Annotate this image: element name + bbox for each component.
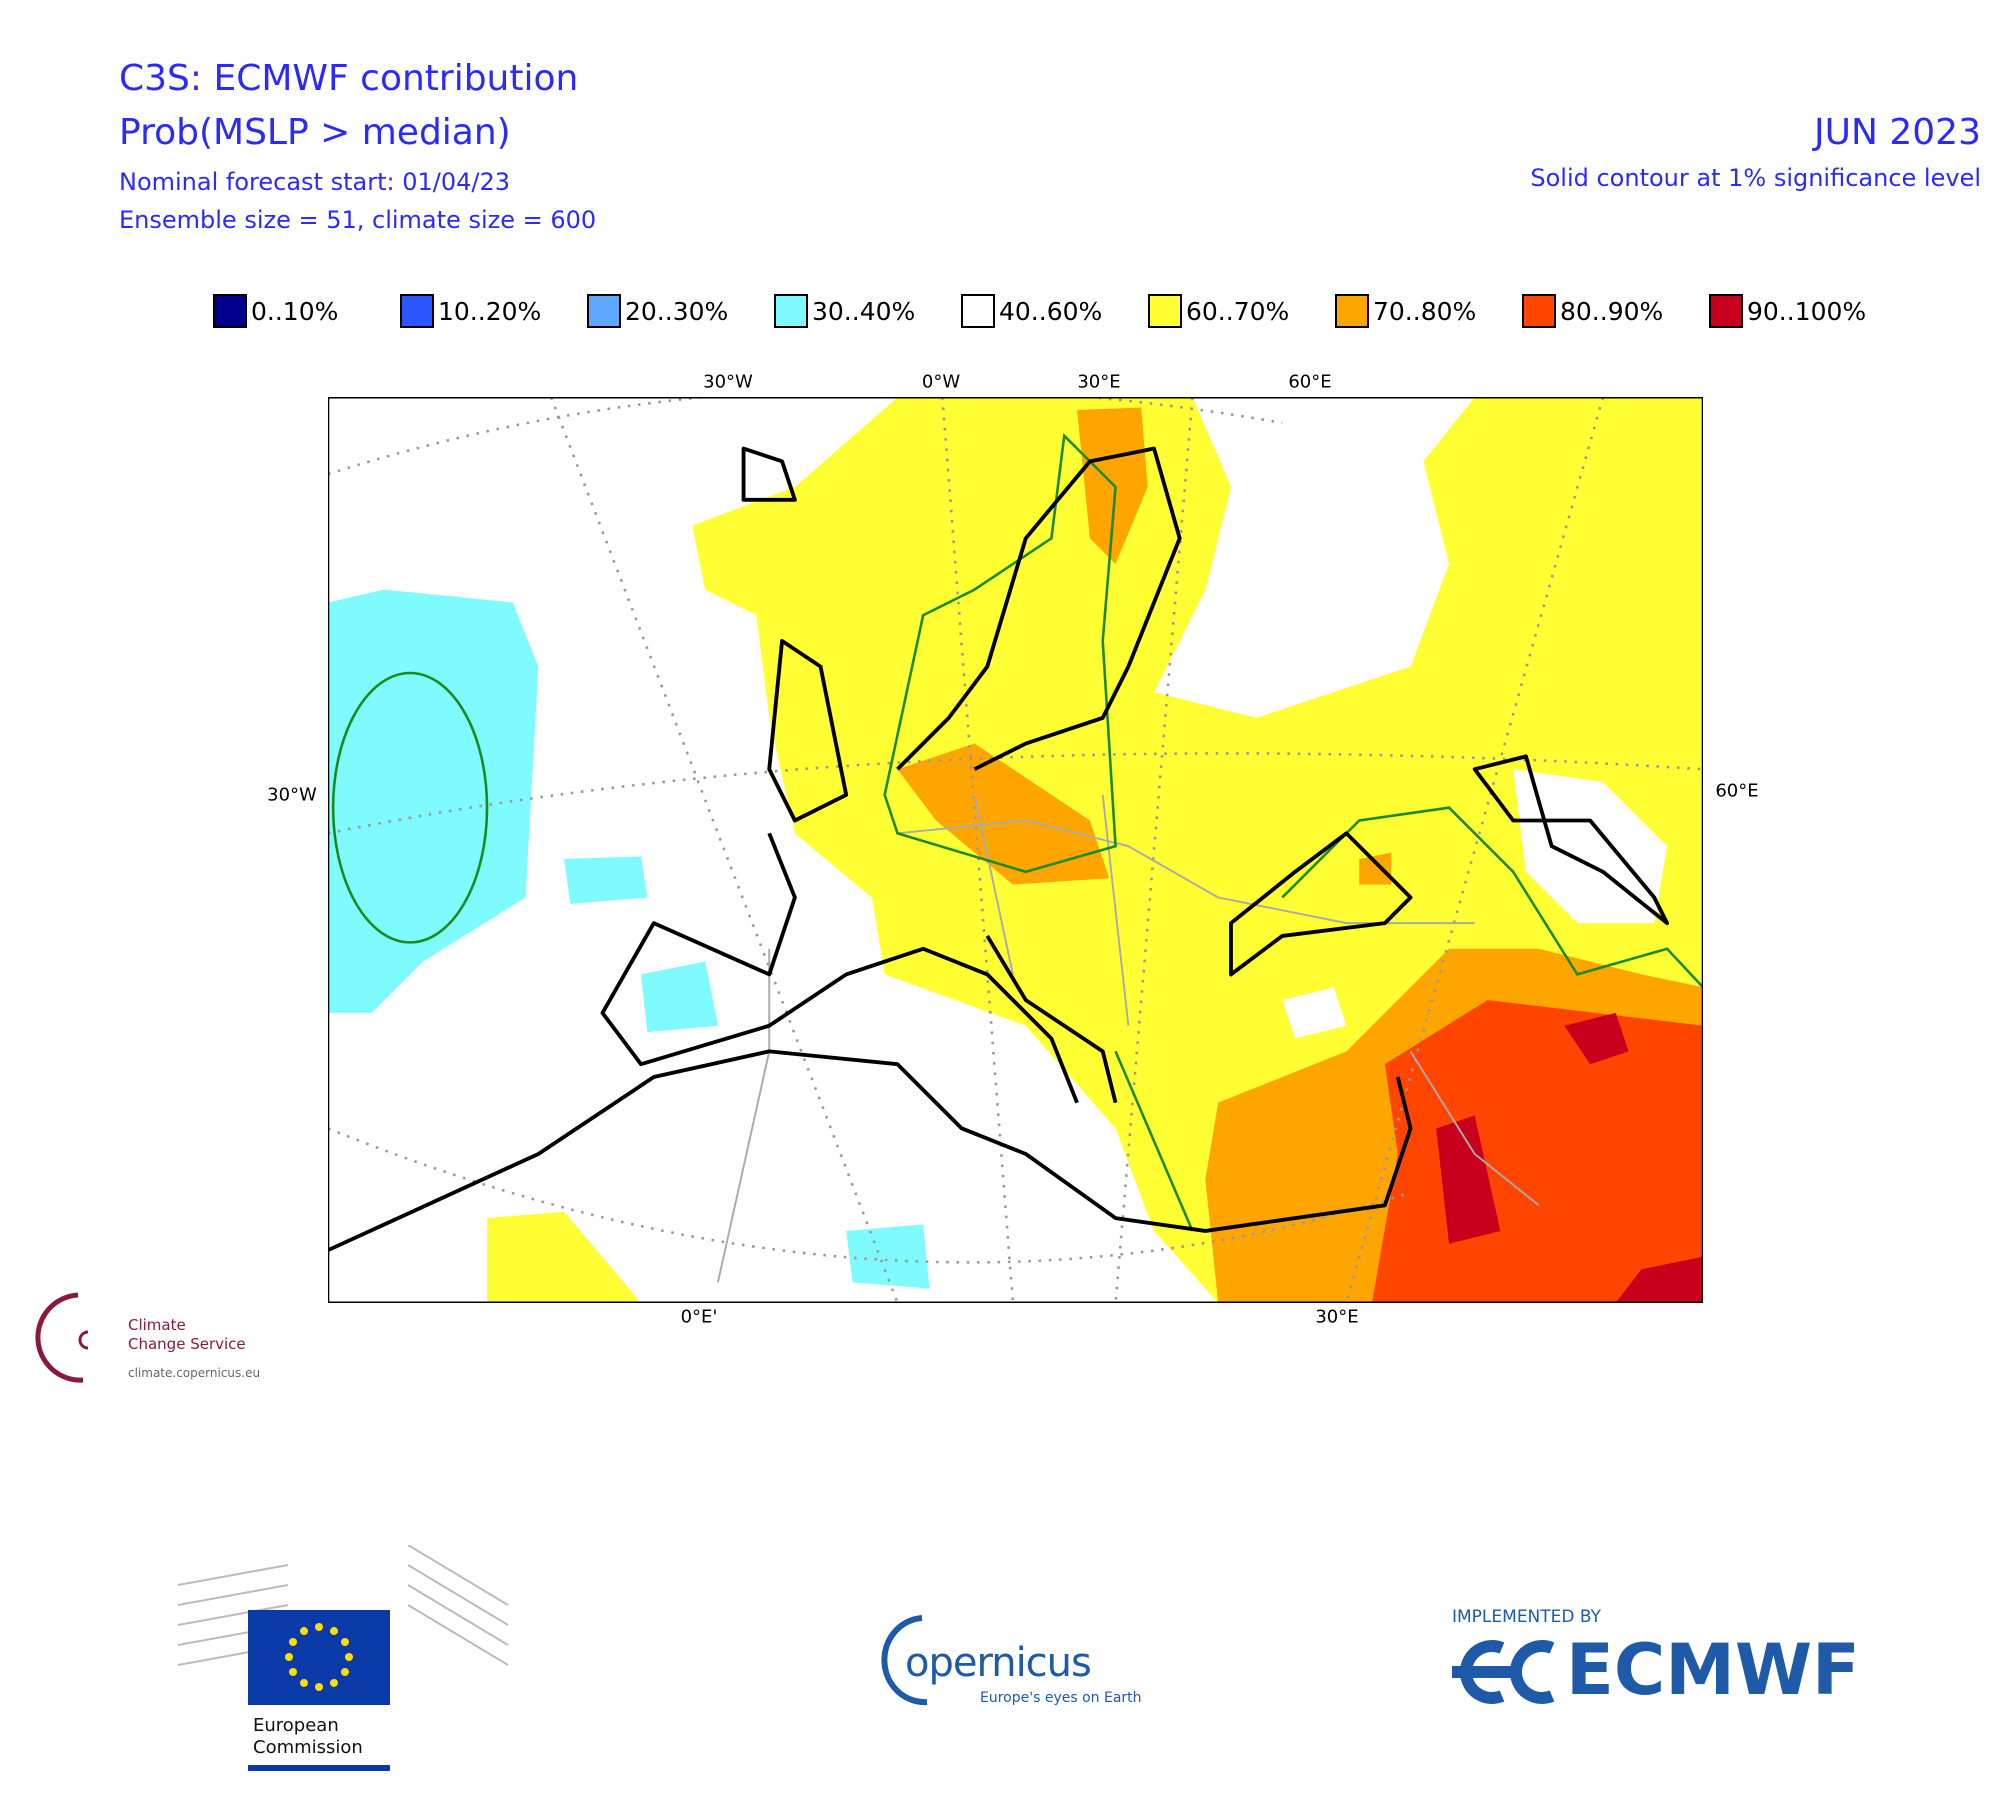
lon-label: 60°E (1288, 371, 1332, 393)
ec-line: European (253, 1715, 339, 1736)
c3s-text: Change Service (128, 1335, 246, 1353)
legend-swatch (400, 294, 434, 328)
copernicus-tagline: Europe's eyes on Earth (980, 1690, 1142, 1706)
ec-logo (178, 1545, 509, 1771)
legend-item: 0..10% (213, 294, 400, 328)
legend-swatch (587, 294, 621, 328)
legend-label: 20..30% (625, 296, 729, 326)
lon-label: 0°W (921, 371, 961, 393)
legend-label: 90..100% (1747, 296, 1867, 326)
eu-star (340, 1638, 349, 1646)
legend-label: 30..40% (812, 296, 916, 326)
copernicus-mark (881, 1615, 928, 1706)
legend-label: 60..70% (1186, 296, 1290, 326)
c3s-logo-mark (35, 1292, 88, 1383)
c3s-logo: Climate Change Service climate.copernicus.… (128, 1316, 260, 1383)
ec-line: Commission (253, 1737, 363, 1758)
legend-item: 70..80% (1335, 294, 1522, 328)
legend-swatch (961, 294, 995, 328)
lon-label: 30°E (1077, 371, 1121, 393)
eu-star (315, 1683, 323, 1691)
subtitle: Prob(MSLP > median) (119, 112, 511, 153)
lon-label: 0°E' (680, 1306, 718, 1328)
legend-item: 10..20% (400, 294, 587, 328)
sizes: Ensemble size = 51, climate size = 600 (119, 206, 597, 234)
c3s-url: climate.copernicus.eu (128, 1366, 261, 1380)
ecmwf-mark (1452, 1640, 1555, 1704)
ec-text: European Commission (253, 1715, 363, 1759)
map (328, 397, 1703, 1303)
significance: Solid contour at 1% significance level (1530, 164, 1981, 192)
legend-item: 20..30% (587, 294, 774, 328)
legend-swatch (774, 294, 808, 328)
c3s-text: Climate (128, 1316, 186, 1334)
legend-swatch (213, 294, 247, 328)
legend-swatch (1148, 294, 1182, 328)
legend-item: 60..70% (1148, 294, 1335, 328)
legend-item: 90..100% (1709, 294, 1896, 328)
copernicus-text: opernicus (905, 1640, 1092, 1686)
legend: 0..10% 10..20% 20..30% 30..40% 40..60% 60..70… (213, 294, 1896, 328)
eu-star (315, 1623, 323, 1631)
legend-swatch (1335, 294, 1369, 328)
legend-swatch (1522, 294, 1556, 328)
legend-label: 0..10% (251, 296, 339, 326)
eu-star (345, 1653, 353, 1661)
implemented-by: IMPLEMENTED BY (1452, 1607, 1602, 1627)
forecast-start: Nominal forecast start: 01/04/23 (119, 168, 510, 196)
lat-label: 60°E (1715, 780, 1759, 802)
lon-label: 30°E (1315, 1306, 1359, 1328)
eu-star (330, 1678, 338, 1687)
ecmwf-text: ECMWF (1566, 1629, 1860, 1711)
lat-label: 30°W (267, 784, 317, 806)
legend-item: 40..60% (961, 294, 1148, 328)
legend-label: 10..20% (438, 296, 542, 326)
eu-star (285, 1653, 293, 1661)
month: JUN 2023 (1814, 112, 1981, 153)
legend-label: 40..60% (999, 296, 1103, 326)
title: C3S: ECMWF contribution (119, 58, 579, 99)
eu-star (289, 1668, 298, 1676)
legend-swatch (1709, 294, 1743, 328)
legend-label: 70..80% (1373, 296, 1477, 326)
eu-star (300, 1678, 308, 1687)
legend-item: 30..40% (774, 294, 961, 328)
legend-item: 80..90% (1522, 294, 1709, 328)
eu-star (340, 1668, 349, 1676)
eu-star (289, 1638, 298, 1646)
eu-star (330, 1627, 338, 1636)
eu-star (300, 1627, 308, 1636)
lon-label: 30°W (703, 371, 753, 393)
legend-label: 80..90% (1560, 296, 1664, 326)
